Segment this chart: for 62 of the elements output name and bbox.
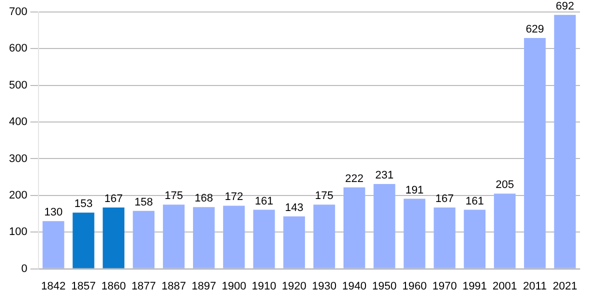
bar: [283, 216, 305, 268]
y-tick-label: 400: [8, 116, 28, 128]
bar: [162, 204, 185, 268]
x-tick-label: 1940: [342, 280, 367, 292]
x-tick-label: 1860: [101, 280, 126, 292]
bar: [434, 208, 456, 268]
bar: [404, 198, 426, 268]
bar: [253, 210, 275, 268]
data-label: 175: [164, 190, 183, 202]
y-tick-label: 0: [21, 262, 28, 275]
bar: [554, 14, 576, 268]
bar: [494, 194, 516, 268]
x-tick-label: 2011: [523, 280, 547, 292]
data-label: 161: [466, 195, 484, 208]
data-label: 168: [194, 192, 214, 205]
bar: [132, 210, 155, 268]
data-label: 143: [284, 202, 304, 214]
y-tick-label: 200: [8, 189, 28, 202]
x-tick-label: 1910: [252, 280, 276, 292]
data-label: 172: [224, 191, 244, 204]
x-tick-label: 1960: [402, 280, 427, 292]
data-label: 191: [405, 184, 424, 196]
data-label: 130: [44, 206, 63, 219]
x-tick-label: 2021: [552, 280, 578, 292]
x-tick-label: 1887: [162, 280, 186, 292]
bar: [524, 38, 546, 268]
bar: [374, 184, 396, 268]
bar: [223, 206, 245, 268]
x-tick-label: 1950: [372, 280, 397, 292]
data-label: 692: [556, 0, 574, 12]
data-label: 629: [526, 24, 544, 36]
data-label: 205: [496, 179, 514, 192]
data-label: 167: [435, 193, 454, 206]
x-tick-label: 1857: [71, 280, 96, 292]
x-tick-label: 1877: [131, 280, 156, 292]
data-label: 153: [74, 198, 93, 210]
x-tick-label: 1930: [312, 280, 336, 292]
y-tick-label: 100: [8, 226, 28, 238]
x-tick-label: 1842: [41, 280, 66, 292]
y-tick-label: 600: [8, 42, 28, 55]
y-tick-label: 700: [8, 6, 28, 18]
y-tick-label: 300: [8, 152, 28, 165]
x-tick-label: 1991: [462, 280, 487, 292]
x-tick-label: 1970: [432, 280, 457, 292]
x-tick-label: 2001: [492, 280, 518, 292]
data-label: 167: [104, 193, 123, 206]
bar: [102, 208, 124, 268]
y-tick-label: 500: [8, 79, 28, 92]
x-tick-label: 1900: [222, 280, 246, 292]
data-label: 158: [134, 196, 153, 208]
bar: [193, 207, 215, 268]
bar: [343, 187, 366, 268]
x-tick-label: 1897: [192, 280, 216, 292]
data-label: 175: [315, 190, 334, 202]
bar: [72, 212, 94, 268]
bar: [42, 221, 64, 268]
data-label: 231: [375, 170, 394, 182]
data-label: 161: [254, 195, 274, 208]
x-tick-label: 1920: [282, 280, 306, 292]
data-label: 222: [345, 172, 364, 185]
bar: [464, 210, 486, 268]
bar: [313, 204, 336, 268]
